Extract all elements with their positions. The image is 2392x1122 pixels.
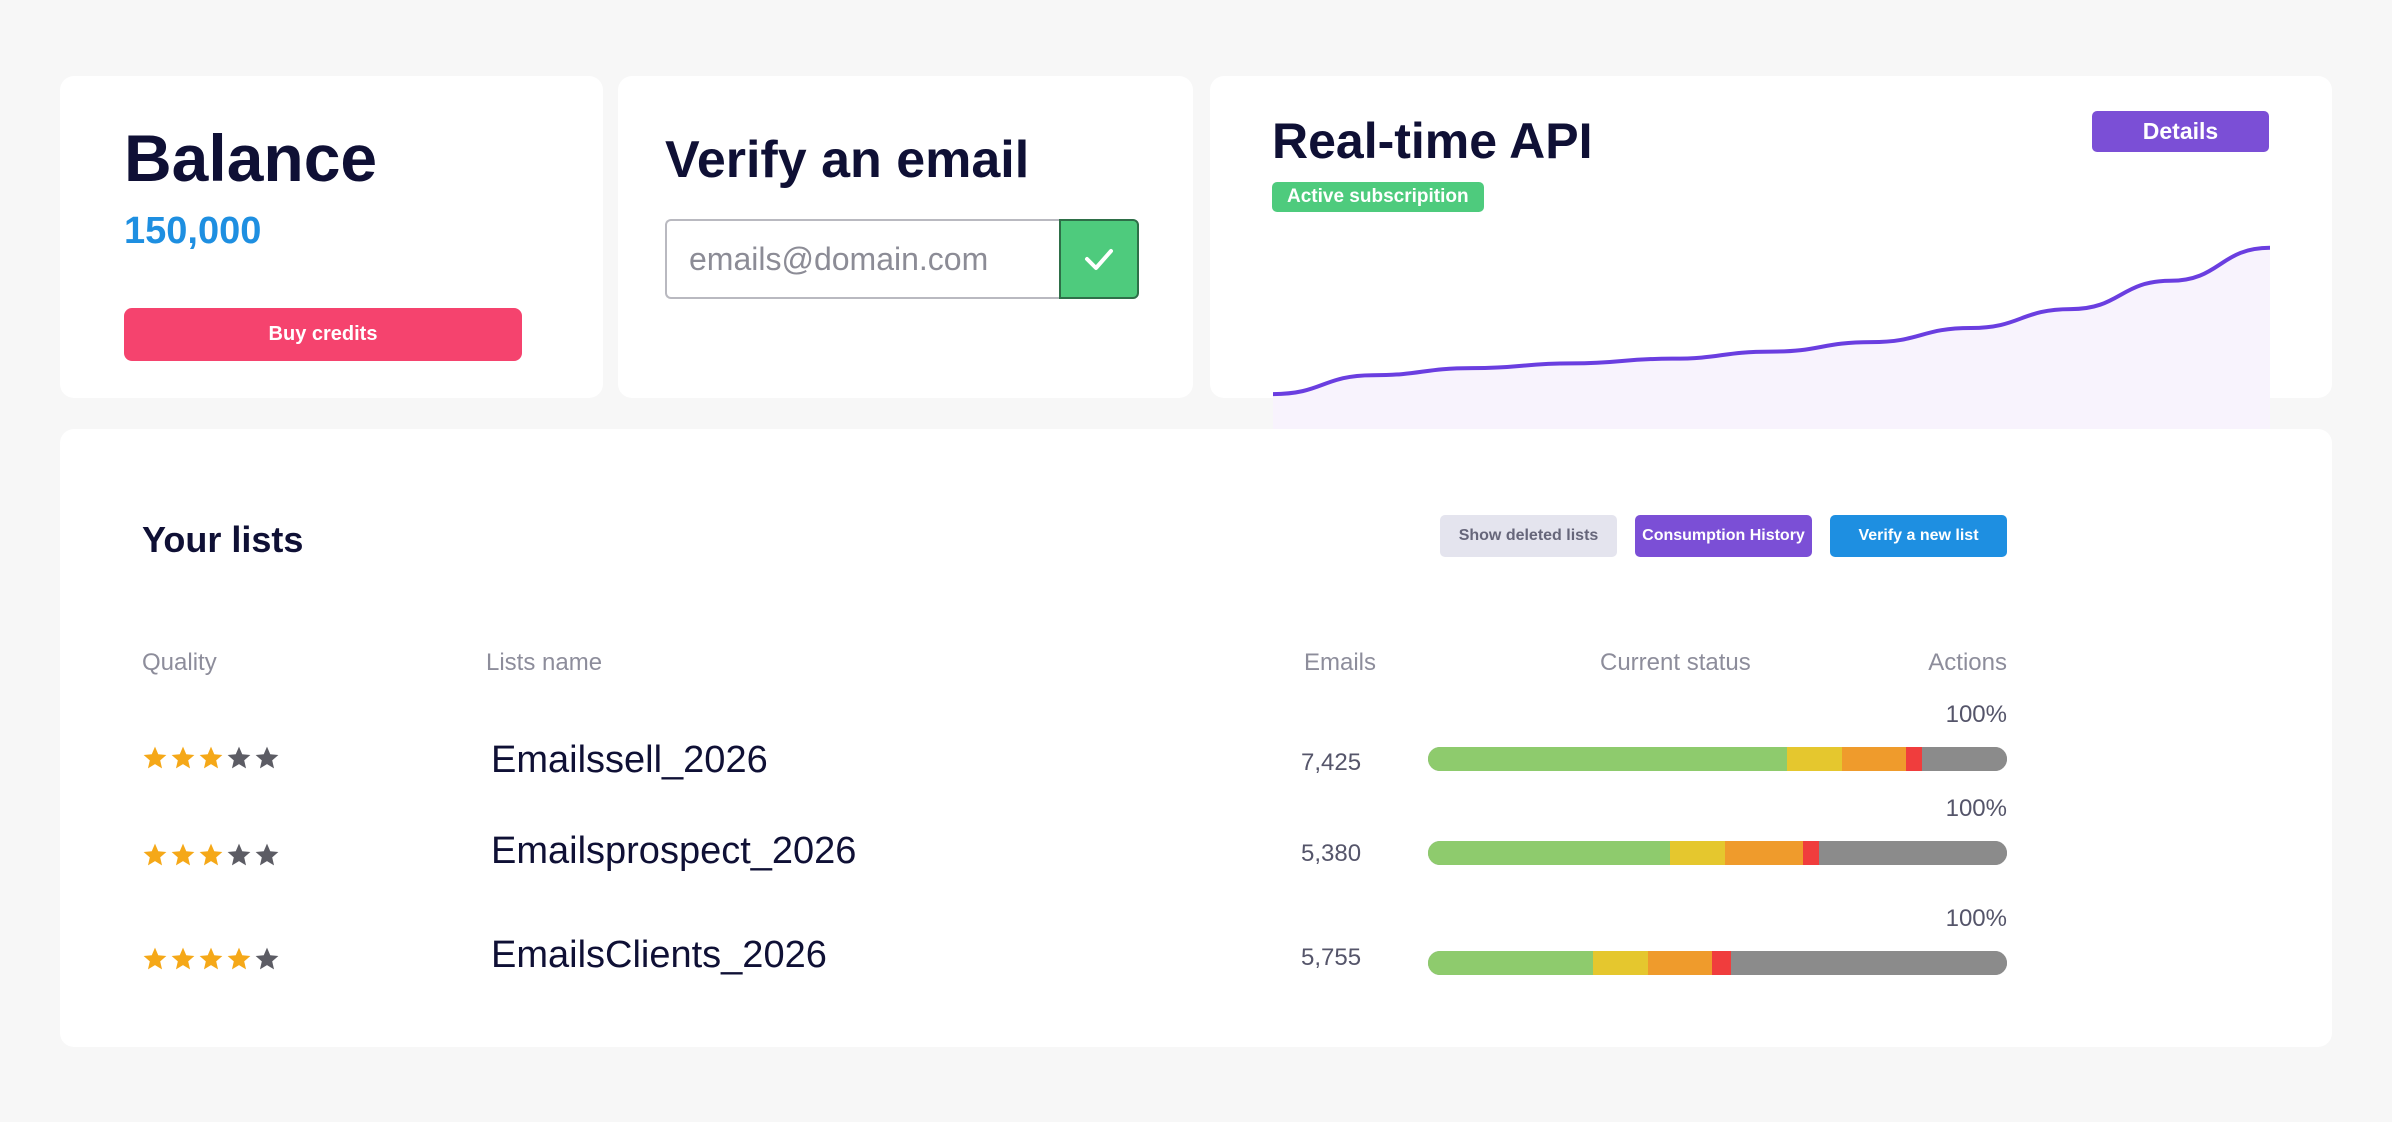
star-filled-icon bbox=[143, 746, 167, 769]
table-row[interactable]: EmailsClients_2026 5,755 100% bbox=[60, 900, 2332, 1000]
status-segment-unknown bbox=[1725, 841, 1804, 865]
status-segment-remaining bbox=[1730, 951, 2007, 975]
verify-email-card: Verify an email bbox=[618, 76, 1193, 398]
quality-rating bbox=[142, 842, 280, 868]
star-empty-icon bbox=[255, 746, 279, 769]
table-row[interactable]: Emailsprospect_2026 5,380 100% bbox=[60, 795, 2332, 896]
verify-submit-button[interactable] bbox=[1059, 219, 1139, 299]
email-count: 7,425 bbox=[1301, 749, 1362, 776]
star-filled-icon bbox=[171, 746, 195, 769]
lists-title: Your lists bbox=[142, 519, 304, 560]
status-segment-invalid bbox=[1803, 841, 1820, 865]
status-segment-risky bbox=[1593, 951, 1648, 975]
email-count: 5,755 bbox=[1301, 944, 1362, 971]
status-segment-valid bbox=[1428, 841, 1671, 865]
star-filled-icon bbox=[143, 843, 167, 866]
star-empty-icon bbox=[227, 843, 251, 866]
verify-new-list-button[interactable]: Verify a new list bbox=[1830, 515, 2007, 557]
quality-rating bbox=[142, 946, 280, 972]
header-emails: Emails bbox=[1304, 649, 1377, 676]
status-bar bbox=[1428, 841, 2007, 865]
balance-title: Balance bbox=[124, 121, 378, 195]
status-segment-risky bbox=[1786, 747, 1842, 771]
api-usage-chart bbox=[1273, 245, 2270, 446]
table-row[interactable]: Emailssell_2026 7,425 100% bbox=[60, 699, 2332, 799]
status-bar bbox=[1428, 747, 2007, 771]
list-name[interactable]: Emailssell_2026 bbox=[491, 739, 768, 781]
list-name[interactable]: Emailsprospect_2026 bbox=[491, 830, 857, 872]
status-segment-remaining bbox=[1819, 841, 2007, 865]
status-segment-remaining bbox=[1921, 747, 2007, 771]
star-filled-icon bbox=[171, 843, 195, 866]
header-actions: Actions bbox=[1928, 649, 2007, 676]
status-segment-invalid bbox=[1905, 747, 1922, 771]
header-current-status: Current status bbox=[1600, 649, 1751, 676]
star-filled-icon bbox=[199, 947, 223, 970]
status-segment-valid bbox=[1428, 951, 1593, 975]
star-filled-icon bbox=[199, 843, 223, 866]
status-segment-valid bbox=[1428, 747, 1787, 771]
api-title: Real-time API bbox=[1272, 113, 1593, 169]
status-segment-unknown bbox=[1648, 951, 1712, 975]
status-segment-risky bbox=[1670, 841, 1726, 865]
list-name[interactable]: EmailsClients_2026 bbox=[491, 934, 827, 976]
star-empty-icon bbox=[255, 843, 279, 866]
star-filled-icon bbox=[227, 947, 251, 970]
balance-card: Balance 150,000 Buy credits bbox=[60, 76, 603, 398]
lists-card: Your lists Show deleted lists Consumptio… bbox=[60, 429, 2332, 1047]
header-quality: Quality bbox=[142, 649, 217, 676]
star-filled-icon bbox=[171, 947, 195, 970]
progress-percent: 100% bbox=[1945, 795, 2007, 822]
star-empty-icon bbox=[255, 947, 279, 970]
buy-credits-button[interactable]: Buy credits bbox=[124, 308, 522, 361]
star-filled-icon bbox=[199, 746, 223, 769]
progress-percent: 100% bbox=[1945, 905, 2007, 932]
email-input[interactable] bbox=[665, 219, 1065, 299]
star-empty-icon bbox=[227, 746, 251, 769]
details-button[interactable]: Details bbox=[2092, 111, 2269, 152]
star-filled-icon bbox=[143, 947, 167, 970]
consumption-history-button[interactable]: Consumption History bbox=[1635, 515, 1812, 557]
progress-percent: 100% bbox=[1945, 701, 2007, 728]
status-segment-invalid bbox=[1711, 951, 1731, 975]
email-count: 5,380 bbox=[1301, 840, 1362, 867]
realtime-api-card: Real-time API Active subscripition Detai… bbox=[1210, 76, 2332, 446]
check-icon bbox=[1085, 249, 1113, 270]
subscription-status-badge: Active subscripition bbox=[1272, 182, 1484, 212]
status-bar bbox=[1428, 951, 2007, 975]
status-segment-unknown bbox=[1841, 747, 1906, 771]
balance-amount: 150,000 bbox=[124, 210, 262, 252]
verify-email-title: Verify an email bbox=[665, 131, 1030, 189]
show-deleted-lists-button[interactable]: Show deleted lists bbox=[1440, 515, 1617, 557]
header-lists-name: Lists name bbox=[486, 649, 603, 676]
quality-rating bbox=[142, 745, 280, 771]
api-chart-line bbox=[1273, 245, 2270, 397]
api-chart-area bbox=[1273, 247, 2270, 446]
